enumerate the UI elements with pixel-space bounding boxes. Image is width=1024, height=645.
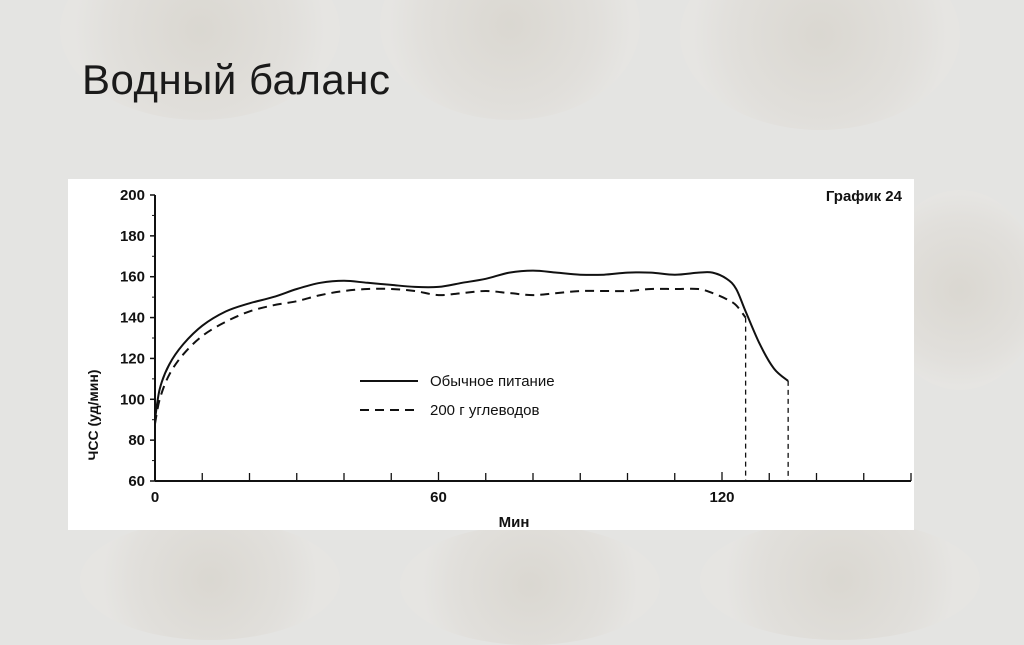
y-tick-label: 160 [120, 269, 145, 286]
legend: Обычное питание 200 г углеводов [360, 373, 555, 419]
y-tick-label: 200 [120, 187, 145, 204]
chart-panel: 60 80 100 120 140 160 180 200 0 60 120 Обычное пит… [68, 179, 914, 530]
y-axis-label: ЧСС (уд/мин) [85, 370, 101, 461]
background-plate [80, 520, 340, 640]
tick-marks [150, 194, 912, 482]
x-tick-label: 120 [709, 489, 734, 506]
background-plate [400, 525, 660, 645]
chart-title: График 24 [826, 188, 903, 205]
y-tick-label: 80 [128, 432, 145, 449]
y-tick-label: 140 [120, 310, 145, 327]
legend-label: 200 г углеводов [430, 402, 539, 419]
x-tick-label: 0 [151, 489, 159, 506]
drop-lines [744, 317, 789, 481]
slide-title: Водный баланс [82, 56, 391, 103]
y-tick-label: 180 [120, 228, 145, 245]
axes [154, 195, 911, 482]
background-plate [680, 0, 960, 130]
background-plate [700, 520, 980, 640]
series [154, 269, 789, 424]
tick-labels: 60 80 100 120 140 160 180 200 0 60 120 [120, 187, 735, 506]
x-axis-label: Мин [499, 514, 530, 530]
series-line-carbohydrate [154, 287, 747, 424]
background-plate [380, 0, 640, 120]
x-tick-label: 60 [430, 489, 447, 506]
y-tick-label: 60 [128, 473, 145, 490]
y-tick-label: 100 [120, 391, 145, 408]
y-tick-label: 120 [120, 350, 145, 367]
legend-label: Обычное питание [430, 373, 555, 390]
series-line-normal-diet [154, 269, 789, 420]
heart-rate-chart: 60 80 100 120 140 160 180 200 0 60 120 Обычное пит… [85, 187, 912, 530]
